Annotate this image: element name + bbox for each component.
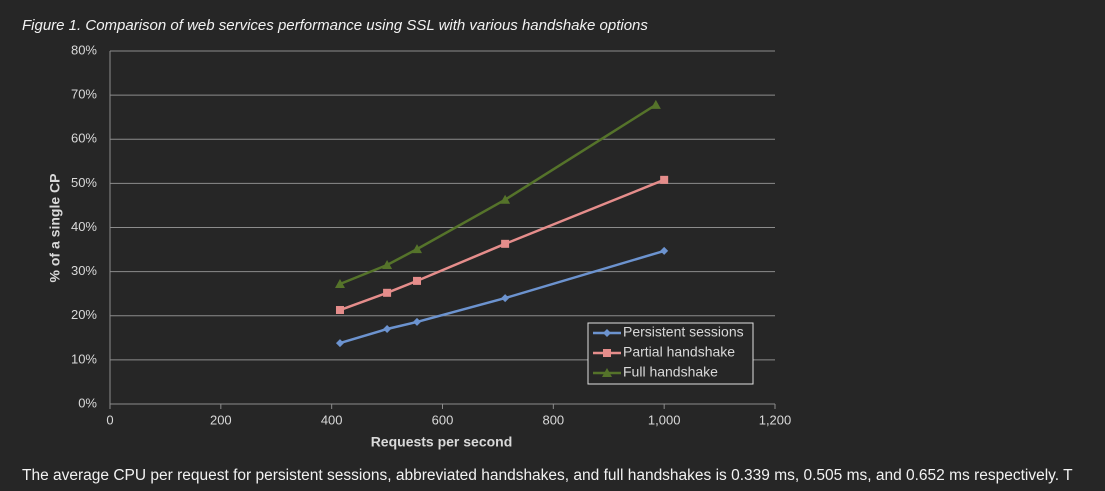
paragraph: The average CPU per request for persiste… [22, 467, 1073, 484]
marker [335, 339, 344, 348]
marker [383, 288, 392, 297]
marker [413, 276, 422, 285]
x-axis-label: Requests per second [371, 434, 513, 450]
marker [382, 260, 393, 270]
y-tick-label: 50% [71, 175, 97, 190]
y-tick-label: 10% [71, 351, 97, 366]
y-tick-label: 0% [78, 395, 97, 410]
marker [501, 294, 510, 303]
figure-caption: Figure 1. Comparison of web services per… [22, 17, 648, 34]
legend-label: Full handshake [623, 364, 718, 380]
marker [413, 317, 422, 326]
x-tick-label: 400 [321, 412, 343, 427]
x-tick-label: 1,200 [759, 412, 792, 427]
x-tick-label: 200 [210, 412, 232, 427]
x-tick-label: 600 [432, 412, 454, 427]
y-tick-label: 30% [71, 263, 97, 278]
legend: Persistent sessions Partial handshake Full… [587, 322, 754, 385]
marker [602, 368, 612, 377]
x-tick-label: 0 [106, 412, 113, 427]
y-tick-label: 20% [71, 307, 97, 322]
marker [603, 329, 611, 337]
marker [660, 246, 669, 255]
y-tick-label: 80% [71, 42, 97, 57]
series-line [339, 103, 657, 286]
y-tick-label: 40% [71, 219, 97, 234]
marker [500, 194, 511, 204]
x-tick-label: 800 [542, 412, 564, 427]
legend-label: Persistent sessions [623, 324, 744, 340]
marker [334, 278, 345, 288]
marker [412, 244, 423, 254]
x-tick-label: 1,000 [648, 412, 681, 427]
marker [501, 239, 510, 248]
marker [660, 175, 669, 184]
legend-label: Partial handshake [623, 344, 735, 360]
marker [383, 324, 392, 333]
y-axis-label: % of a single CP [47, 174, 63, 283]
marker [603, 349, 611, 357]
y-tick-label: 70% [71, 87, 97, 102]
y-tick-label: 60% [71, 131, 97, 146]
marker [650, 99, 661, 109]
marker [335, 306, 344, 315]
